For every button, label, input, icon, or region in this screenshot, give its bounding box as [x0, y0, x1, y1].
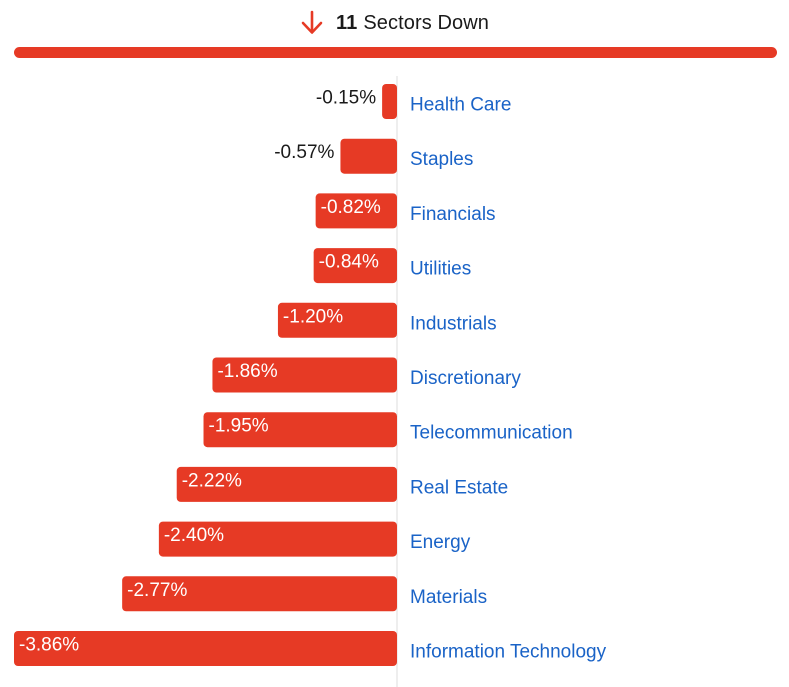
value-label: -1.86%: [217, 361, 277, 382]
value-label: -0.57%: [274, 142, 334, 163]
category-label[interactable]: Materials: [410, 587, 487, 608]
category-label[interactable]: Industrials: [410, 313, 497, 334]
header-label: Sectors Down: [363, 11, 490, 34]
value-label: -0.82%: [321, 197, 381, 218]
category-label[interactable]: Health Care: [410, 95, 511, 116]
bar: [340, 138, 397, 174]
value-label: -0.84%: [319, 252, 379, 273]
header-count: 11: [335, 11, 358, 34]
value-label: -3.86%: [19, 635, 79, 656]
value-label: -2.77%: [127, 580, 187, 601]
category-label[interactable]: Utilities: [410, 259, 471, 280]
category-label[interactable]: Real Estate: [410, 477, 508, 498]
sector-bar-chart: -0.15% Health Care -0.57% Staples -0.82% Fina…: [14, 76, 607, 687]
category-label[interactable]: Information Technology: [410, 642, 607, 663]
bar: [176, 466, 397, 502]
value-label: -2.40%: [164, 525, 224, 546]
chart-header: 11 Sectors Down: [0, 8, 789, 38]
value-label: -1.95%: [209, 416, 269, 437]
bar: [14, 631, 397, 666]
category-label[interactable]: Financials: [410, 204, 496, 225]
bar: [122, 576, 398, 612]
bar: [212, 357, 397, 393]
arrow-down-icon: [301, 10, 323, 34]
bar: [203, 412, 397, 448]
value-label: -1.20%: [283, 306, 343, 327]
category-label[interactable]: Discretionary: [410, 368, 521, 389]
bar: [277, 302, 397, 338]
category-label[interactable]: Energy: [410, 532, 471, 553]
header-title: 11 Sectors Down: [336, 12, 489, 35]
bar: [158, 521, 397, 557]
summary-bar: [14, 47, 777, 58]
category-label[interactable]: Telecommunication: [410, 423, 573, 444]
value-label: -0.15%: [316, 88, 376, 109]
bar: [313, 248, 397, 284]
bar: [382, 84, 397, 119]
value-label: -2.22%: [182, 470, 242, 491]
category-label[interactable]: Staples: [410, 149, 473, 170]
bar: [315, 193, 397, 229]
